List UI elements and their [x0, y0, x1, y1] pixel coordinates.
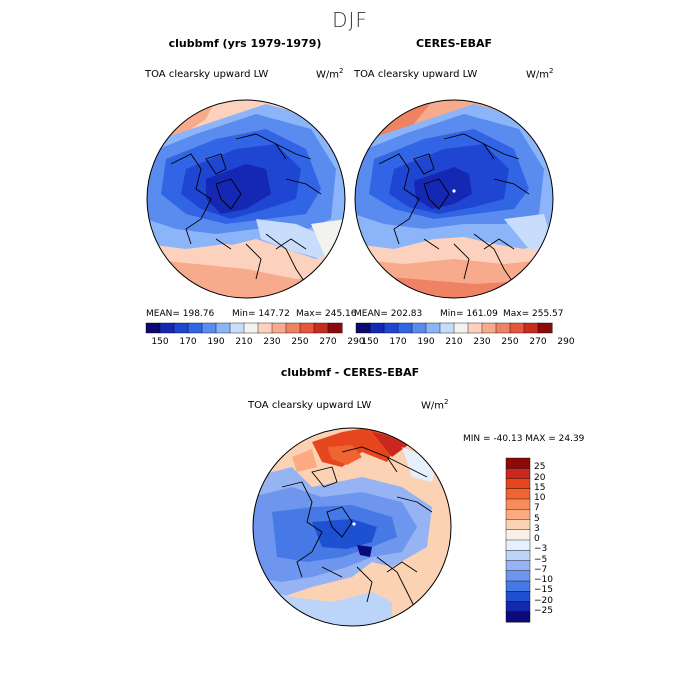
colorbar-swatch: [271, 322, 287, 334]
obs-mean-text: MEAN= 202.83: [354, 309, 423, 319]
diff-panel-title: clubbmf - CERES-EBAF: [280, 366, 420, 379]
colorbar-tick-label: 5: [534, 513, 540, 524]
colorbar-tick-label: 210: [235, 337, 253, 347]
colorbar-swatch: [173, 322, 189, 334]
obs-polar-map: [354, 99, 554, 299]
colorbar-swatch: [369, 322, 385, 334]
colorbar-tick-label: 3: [534, 523, 540, 534]
colorbar-tick-label: −3: [534, 544, 548, 555]
colorbar-swatch: [537, 322, 553, 334]
colorbar-tick-label: 270: [319, 337, 337, 347]
colorbar-tick-label: 270: [529, 337, 547, 347]
colorbar-swatch: [299, 322, 315, 334]
colorbar-tick-label: 190: [417, 337, 435, 347]
model-panel-title: clubbmf (yrs 1979-1979): [168, 37, 322, 50]
colorbar-tick-label: 10: [534, 493, 546, 503]
colorbar-swatch: [383, 322, 399, 334]
colorbar-swatch: [509, 322, 525, 334]
obs-min-text: Min= 161.09: [440, 309, 498, 319]
colorbar-tick-label: 230: [473, 337, 491, 347]
colorbar-tick-label: 170: [179, 337, 197, 347]
model-max-text: Max= 245.16: [296, 309, 357, 319]
colorbar-swatch: [159, 322, 175, 334]
colorbar-swatch: [467, 322, 483, 334]
colorbar-tick-label: 150: [361, 337, 379, 347]
model-colorbar-ticks: 150 170 190 210 230 250 270 290: [146, 337, 364, 349]
obs-panel-title: CERES-EBAF: [416, 37, 492, 50]
colorbar-tick-label: 170: [389, 337, 407, 347]
colorbar-swatch: [481, 322, 497, 334]
colorbar-tick-label: 290: [347, 337, 365, 347]
colorbar-swatch: [505, 611, 531, 623]
colorbar-swatch: [439, 322, 455, 334]
colorbar-swatch: [411, 322, 427, 334]
obs-variable-label: TOA clearsky upward LW: [354, 69, 478, 80]
colorbar-swatch: [243, 322, 259, 334]
model-min-text: Min= 147.72: [232, 309, 290, 319]
colorbar-tick-label: 0: [534, 534, 540, 544]
season-title: DJF: [332, 8, 368, 32]
colorbar-tick-label: 25: [534, 462, 546, 473]
colorbar-swatch: [285, 322, 301, 334]
colorbar-swatch: [313, 322, 329, 334]
model-mean-text: MEAN= 198.76: [146, 309, 215, 319]
colorbar-tick-label: −5: [534, 554, 548, 565]
colorbar-swatch: [523, 322, 539, 334]
colorbar-tick-label: −15: [534, 585, 553, 596]
obs-colorbar: [355, 322, 553, 334]
model-variable-label: TOA clearsky upward LW: [145, 69, 269, 80]
diff-units-label: W/m2: [421, 398, 449, 412]
diff-minmax-text: MIN = -40.13 MAX = 24.39: [463, 434, 585, 444]
colorbar-swatch: [145, 322, 161, 334]
colorbar-tick-label: 15: [534, 482, 546, 493]
diff-colorbar: [505, 457, 531, 623]
obs-max-text: Max= 255.57: [503, 309, 564, 319]
colorbar-swatch: [397, 322, 413, 334]
colorbar-tick-label: 290: [557, 337, 575, 347]
colorbar-swatch: [355, 322, 371, 334]
colorbar-tick-label: −7: [534, 564, 548, 575]
obs-units-label: W/m2: [526, 67, 554, 81]
diff-polar-map: [252, 427, 452, 627]
model-polar-map: [146, 99, 346, 299]
colorbar-swatch: [327, 322, 343, 334]
colorbar-tick-label: −20: [534, 595, 553, 606]
colorbar-swatch: [425, 322, 441, 334]
colorbar-tick-label: −25: [534, 605, 553, 616]
diff-colorbar-ticks: 25 20 15 10 7 5 3 0 −3 −5 −7 −10 −15 −20 −25: [500, 458, 553, 622]
colorbar-tick-label: 210: [445, 337, 463, 347]
colorbar-tick-label: −10: [534, 575, 553, 585]
colorbar-swatch: [215, 322, 231, 334]
model-colorbar: [145, 322, 343, 334]
colorbar-tick-label: 250: [291, 337, 309, 347]
colorbar-tick-label: 230: [263, 337, 281, 347]
colorbar-swatch: [229, 322, 245, 334]
colorbar-tick-label: 250: [501, 337, 519, 347]
colorbar-tick-label: 7: [534, 503, 540, 514]
colorbar-swatch: [187, 322, 203, 334]
obs-colorbar-ticks: 150 170 190 210 230 250 270 290: [356, 337, 574, 349]
model-units-label: W/m2: [316, 67, 344, 81]
diff-variable-label: TOA clearsky upward LW: [248, 400, 372, 411]
colorbar-swatch: [201, 322, 217, 334]
colorbar-swatch: [453, 322, 469, 334]
colorbar-swatch: [257, 322, 273, 334]
colorbar-tick-label: 20: [534, 472, 546, 483]
colorbar-tick-label: 150: [151, 337, 169, 347]
colorbar-swatch: [495, 322, 511, 334]
colorbar-tick-label: 190: [207, 337, 225, 347]
